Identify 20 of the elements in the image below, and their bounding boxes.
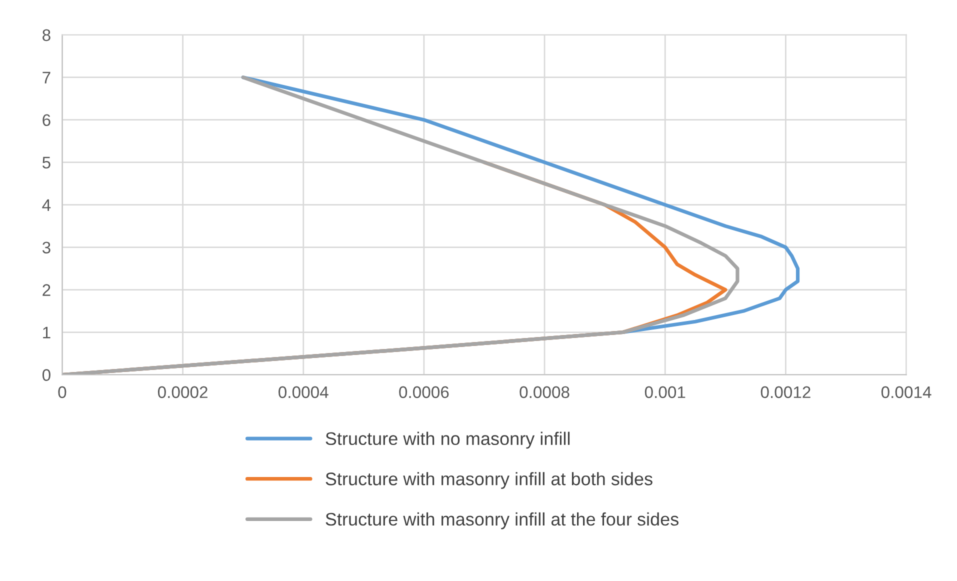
legend-label: Structure with no masonry infill (326, 432, 570, 449)
y-tick-label: 6 (42, 114, 50, 126)
y-tick-label: 0 (42, 369, 50, 381)
legend-label: Structure with masonry infill at both sides (326, 472, 652, 489)
y-tick-label: 2 (42, 284, 50, 296)
x-tick-label: 0.0014 (881, 386, 932, 398)
y-tick-label: 8 (42, 29, 50, 42)
x-tick-label: 0.0004 (278, 386, 328, 398)
x-tick-label: 0.001 (644, 386, 686, 398)
x-tick-label: 0.0012 (760, 386, 810, 398)
y-tick-label: 3 (42, 242, 50, 254)
x-tick-label: 0.0008 (520, 386, 570, 398)
y-tick-label: 4 (42, 199, 51, 211)
x-tick-label: 0.0002 (158, 386, 208, 398)
x-tick-label: 0 (58, 386, 66, 398)
x-tick-label: 0.0006 (399, 386, 449, 398)
y-tick-label: 1 (43, 326, 50, 338)
y-tick-label: 5 (42, 156, 50, 169)
y-tick-label: 7 (42, 72, 50, 84)
legend-label: Structure with masonry infill at the four sides (326, 512, 678, 530)
